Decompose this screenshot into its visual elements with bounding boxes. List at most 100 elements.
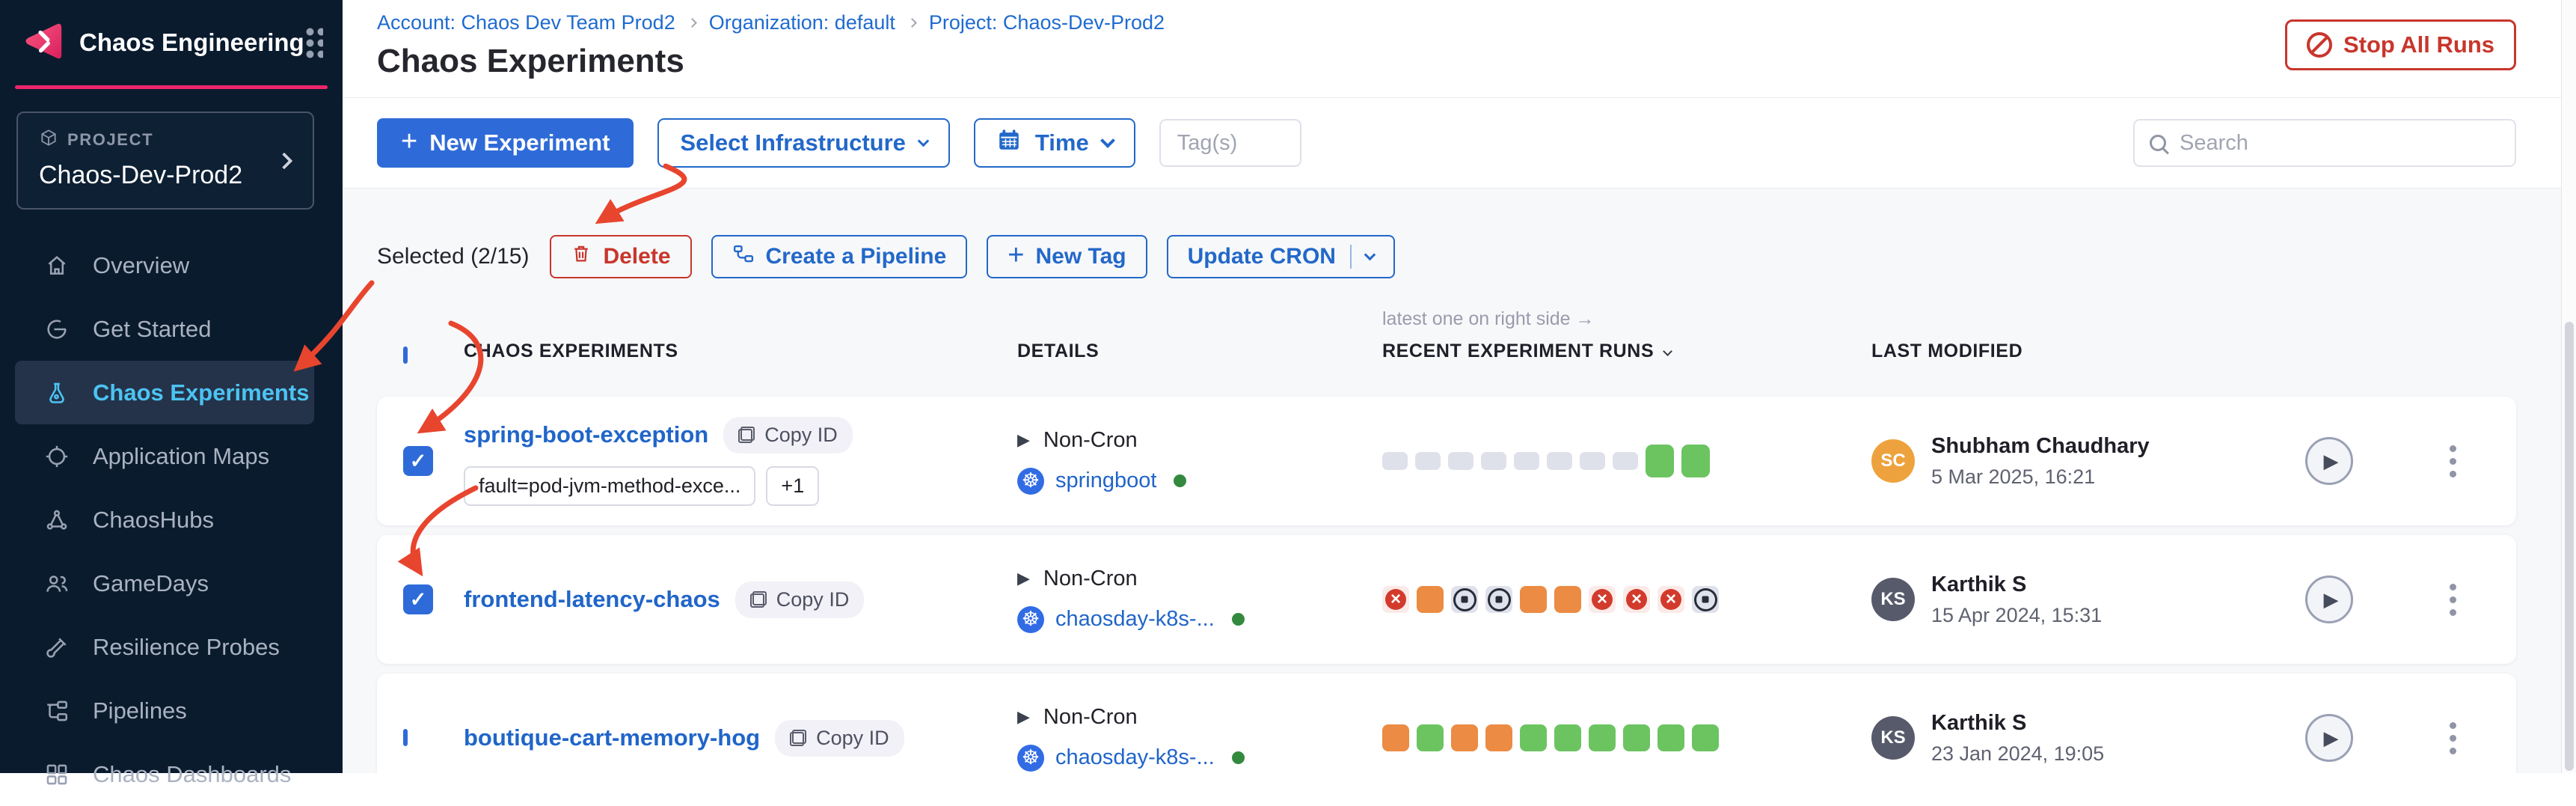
- run-status-icon[interactable]: [1554, 724, 1581, 751]
- experiment-name-link[interactable]: spring-boot-exception: [464, 421, 709, 448]
- run-status-icon[interactable]: [1580, 452, 1605, 470]
- module-grid-icon[interactable]: [304, 25, 323, 60]
- run-status-icon[interactable]: [1451, 724, 1478, 751]
- infra-status-dot: [1231, 751, 1245, 764]
- run-status-icon[interactable]: [1417, 724, 1444, 751]
- select-infrastructure-dropdown[interactable]: Select Infrastructure: [657, 118, 950, 168]
- new-experiment-button[interactable]: + New Experiment: [377, 118, 634, 168]
- create-pipeline-button[interactable]: Create a Pipeline: [711, 235, 968, 278]
- update-cron-button[interactable]: Update CRON: [1166, 235, 1396, 278]
- run-experiment-button[interactable]: ▶: [2305, 437, 2353, 485]
- search-box: [2133, 119, 2516, 167]
- copy-id-button[interactable]: Copy ID: [723, 416, 853, 454]
- run-status-icon[interactable]: [1623, 586, 1650, 613]
- run-status-icon[interactable]: [1417, 586, 1444, 613]
- home-icon: [42, 253, 72, 278]
- row-checkbox[interactable]: [403, 584, 433, 614]
- expand-triangle-icon[interactable]: ▶: [1017, 430, 1030, 449]
- run-status-icon[interactable]: [1520, 724, 1547, 751]
- main-area: Account: Chaos Dev Team Prod2 Organizati…: [343, 0, 2576, 773]
- sort-chevron-icon[interactable]: [1663, 346, 1673, 356]
- run-status-icon[interactable]: [1514, 452, 1539, 470]
- breadcrumb-project[interactable]: Project: Chaos-Dev-Prod2: [928, 11, 1165, 34]
- sidebar-item-chaos-dashboards[interactable]: Chaos Dashboards: [15, 742, 314, 806]
- module-title: Chaos Engineering: [79, 28, 304, 56]
- sidebar-item-gamedays[interactable]: GameDays: [15, 552, 314, 615]
- sidebar-item-chaoshubs[interactable]: ChaosHubs: [15, 488, 314, 552]
- copy-icon: [738, 427, 755, 443]
- row-checkbox[interactable]: [403, 446, 433, 476]
- run-experiment-button[interactable]: ▶: [2305, 714, 2353, 762]
- sidebar-item-application-maps[interactable]: Application Maps: [15, 424, 314, 488]
- column-header-runs[interactable]: RECENT EXPERIMENT RUNS: [1382, 341, 1655, 361]
- plus-icon: +: [401, 126, 418, 157]
- delete-button[interactable]: Delete: [550, 235, 692, 278]
- sidebar-item-pipelines[interactable]: Pipelines: [15, 679, 314, 742]
- sidebar-item-resilience-probes[interactable]: Resilience Probes: [15, 615, 314, 679]
- sidebar-item-label: GameDays: [93, 570, 209, 596]
- extra-tag-chip[interactable]: +1: [766, 465, 820, 506]
- row-menu-button[interactable]: [2430, 583, 2475, 616]
- run-status-icon[interactable]: [1692, 586, 1719, 613]
- run-status-icon[interactable]: [1623, 724, 1650, 751]
- row-menu-button[interactable]: [2430, 445, 2475, 477]
- modified-date: 23 Jan 2024, 19:05: [1931, 742, 2105, 765]
- row-checkbox[interactable]: [403, 729, 408, 746]
- run-status-icon[interactable]: [1485, 724, 1512, 751]
- new-tag-button[interactable]: + New Tag: [987, 235, 1147, 278]
- run-status-icon[interactable]: [1485, 586, 1512, 613]
- search-input[interactable]: [2180, 130, 2500, 156]
- copy-id-button[interactable]: Copy ID: [735, 581, 865, 618]
- recent-runs: [1355, 586, 1841, 613]
- sidebar-item-chaos-experiments[interactable]: Chaos Experiments: [15, 361, 314, 424]
- run-status-icon[interactable]: [1451, 586, 1478, 613]
- experiment-name-link[interactable]: boutique-cart-memory-hog: [464, 724, 761, 751]
- run-status-icon[interactable]: [1481, 452, 1506, 470]
- project-selector[interactable]: PROJECT Chaos-Dev-Prod2: [16, 112, 314, 210]
- run-status-icon[interactable]: [1589, 586, 1616, 613]
- stop-all-runs-button[interactable]: Stop All Runs: [2284, 19, 2516, 70]
- run-status-icon[interactable]: [1646, 445, 1674, 477]
- run-status-icon[interactable]: [1692, 724, 1719, 751]
- experiment-list: spring-boot-exception Copy ID fault=pod-…: [377, 397, 2516, 773]
- infrastructure-link[interactable]: chaosday-k8s-...: [1055, 607, 1215, 631]
- run-status-icon[interactable]: [1547, 452, 1572, 470]
- select-all-checkbox[interactable]: [403, 346, 408, 364]
- modified-by-name: Karthik S: [1931, 572, 2027, 596]
- infrastructure-link[interactable]: chaosday-k8s-...: [1055, 745, 1215, 769]
- sidebar-item-get-started[interactable]: Get Started: [15, 297, 314, 361]
- tags-filter-input[interactable]: [1159, 119, 1301, 167]
- expand-triangle-icon[interactable]: ▶: [1017, 569, 1030, 587]
- page-scrollbar[interactable]: [2561, 0, 2576, 773]
- bulk-actions-bar: Selected (2/15) Delete Create a Pipeline: [377, 235, 2516, 278]
- infra-status-dot: [1174, 474, 1187, 487]
- run-status-icon[interactable]: [1448, 452, 1473, 470]
- breadcrumb-account[interactable]: Account: Chaos Dev Team Prod2: [377, 11, 675, 34]
- kubernetes-icon: [1017, 605, 1044, 633]
- expand-triangle-icon[interactable]: ▶: [1017, 707, 1030, 726]
- run-status-icon[interactable]: [1657, 724, 1684, 751]
- column-header-experiments[interactable]: CHAOS EXPERIMENTS: [464, 341, 678, 361]
- run-status-icon[interactable]: [1415, 452, 1441, 470]
- run-status-icon[interactable]: [1589, 724, 1616, 751]
- hub-network-icon: [42, 507, 72, 533]
- run-status-icon[interactable]: [1382, 586, 1409, 613]
- run-status-icon[interactable]: [1554, 586, 1581, 613]
- breadcrumb-organization[interactable]: Organization: default: [708, 11, 895, 34]
- run-status-icon[interactable]: [1657, 586, 1684, 613]
- scrollbar-thumb[interactable]: [2565, 322, 2574, 771]
- run-status-icon[interactable]: [1382, 452, 1408, 470]
- button-divider: [1349, 245, 1352, 269]
- run-status-icon[interactable]: [1382, 724, 1409, 751]
- infrastructure-link[interactable]: springboot: [1055, 468, 1157, 492]
- run-status-icon[interactable]: [1520, 586, 1547, 613]
- time-filter-dropdown[interactable]: Time: [973, 118, 1135, 168]
- row-menu-button[interactable]: [2430, 721, 2475, 754]
- run-status-icon[interactable]: [1613, 452, 1638, 470]
- run-status-icon[interactable]: [1681, 445, 1710, 477]
- copy-id-button[interactable]: Copy ID: [775, 719, 904, 757]
- column-header-modified: LAST MODIFIED: [1871, 341, 2023, 361]
- run-experiment-button[interactable]: ▶: [2305, 576, 2353, 623]
- experiment-name-link[interactable]: frontend-latency-chaos: [464, 586, 720, 612]
- sidebar-item-overview[interactable]: Overview: [15, 233, 314, 297]
